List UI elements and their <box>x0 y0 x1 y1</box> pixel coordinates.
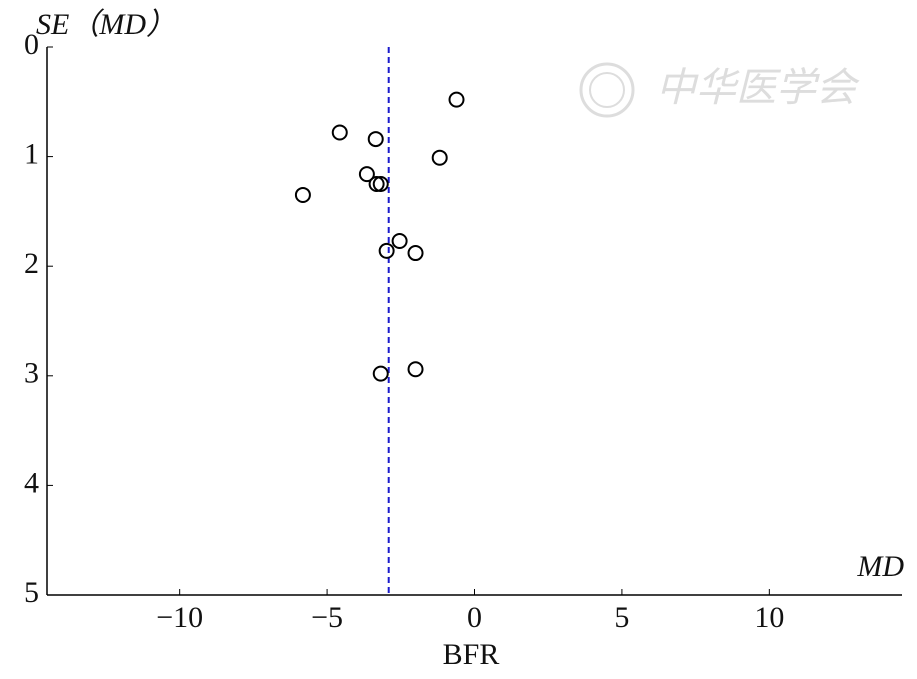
y-tick-label: 0 <box>24 28 39 61</box>
point <box>407 245 424 262</box>
y-tick-label: 3 <box>24 357 39 390</box>
point <box>294 186 311 203</box>
x-axis-label: BFR <box>443 638 500 671</box>
x-tick-label: 5 <box>614 601 629 634</box>
point <box>372 176 389 192</box>
point <box>367 131 384 148</box>
point <box>372 365 389 382</box>
point <box>431 149 448 166</box>
y-tick-label: 2 <box>24 247 39 280</box>
point <box>391 232 408 249</box>
watermark-logo <box>579 62 635 118</box>
point <box>368 176 385 192</box>
point <box>331 124 348 141</box>
y-tick-label: 5 <box>24 576 39 609</box>
y-axis-label: SE（MD） <box>36 8 176 41</box>
x-tick-label: −5 <box>311 601 343 634</box>
point <box>378 242 395 259</box>
x-tick-label: 0 <box>467 601 482 634</box>
point <box>448 91 465 108</box>
y-tick-label: 4 <box>24 466 39 499</box>
y-tick-label: 1 <box>24 137 39 170</box>
watermark: 中华医学会 <box>656 65 860 110</box>
point <box>407 361 424 378</box>
x-tick-label: 10 <box>754 601 784 634</box>
watermark-logo-inner <box>589 72 625 108</box>
x-tick-label: −10 <box>156 601 203 634</box>
x-unit-label: MD <box>856 550 904 583</box>
point <box>358 166 375 183</box>
